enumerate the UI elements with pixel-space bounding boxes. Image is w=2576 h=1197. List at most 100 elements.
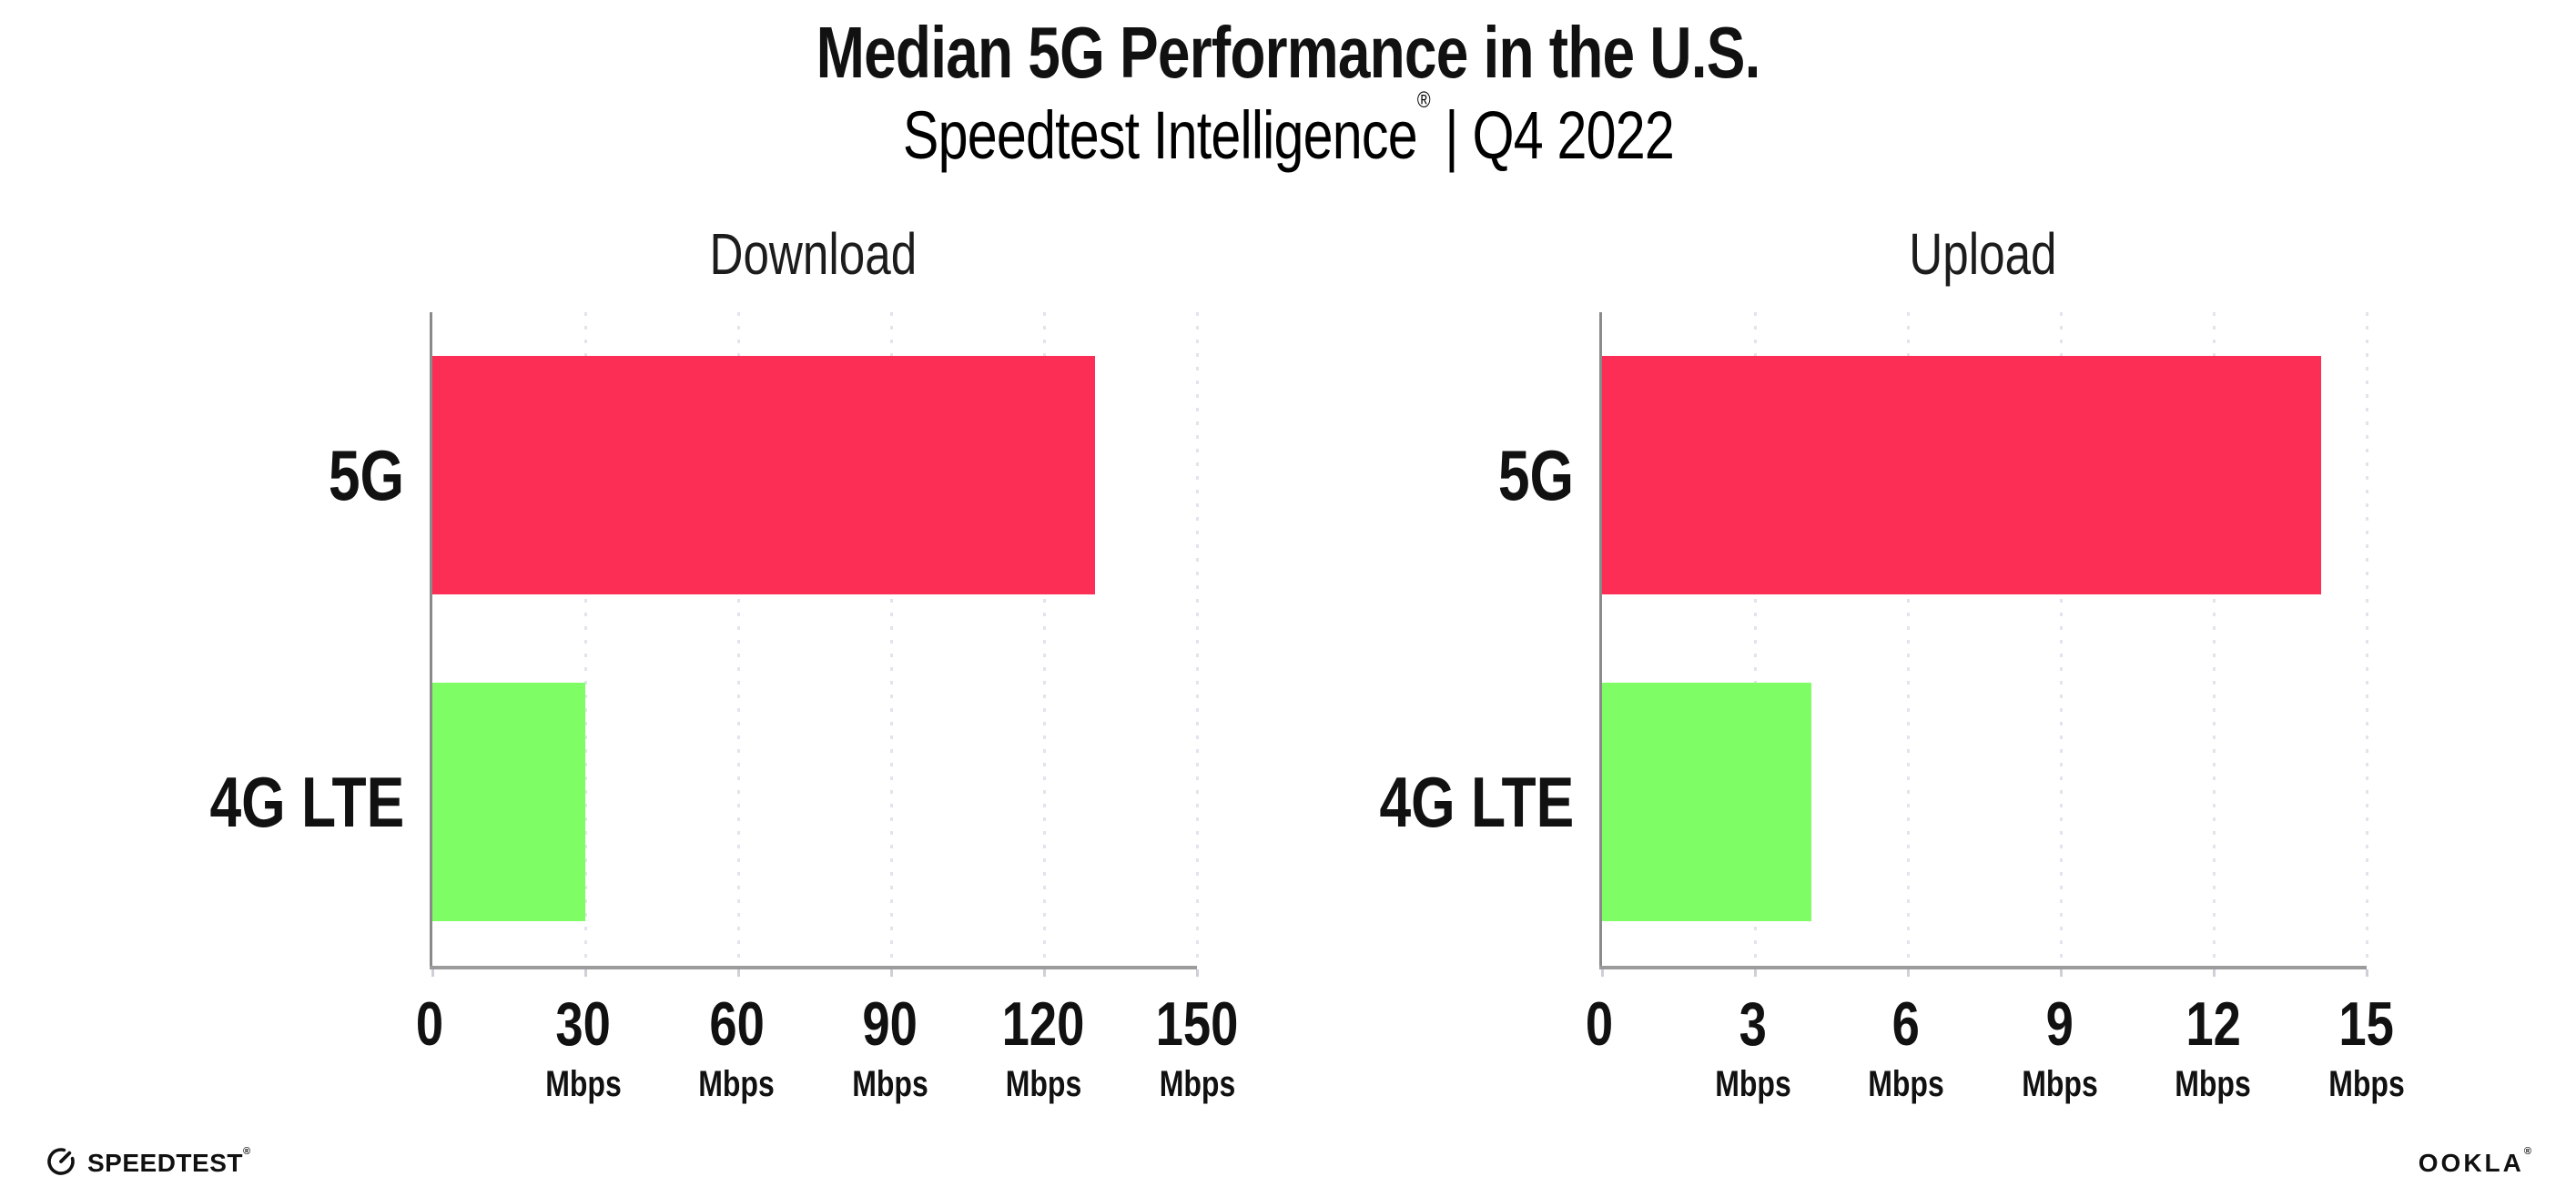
x-tick-unit: Mbps bbox=[2013, 1066, 2107, 1102]
axis-tick bbox=[2212, 969, 2216, 978]
x-tick-value: 120 bbox=[992, 993, 1095, 1055]
x-tick-unit: Mbps bbox=[1145, 1066, 1248, 1102]
x-tick-unit-text: Mbps bbox=[2328, 1064, 2405, 1105]
x-tick-value: 12 bbox=[2165, 993, 2260, 1055]
chart-download: Download 5G 4G LTE 0 30 Mbps 60 Mbps 90 Mbps 120 Mb… bbox=[209, 221, 1239, 1148]
x-tick-unit: Mbps bbox=[992, 1066, 1095, 1102]
page-title: Median 5G Performance in the U.S. bbox=[0, 15, 2576, 91]
category-column: 5G 4G LTE bbox=[209, 312, 430, 966]
header: Median 5G Performance in the U.S. Speedt… bbox=[0, 0, 2576, 173]
x-tick-value: 15 bbox=[2319, 993, 2414, 1055]
x-tick-unit: Mbps bbox=[535, 1066, 630, 1102]
x-axis-labels: 0 30 Mbps 60 Mbps 90 Mbps 120 Mbps 150 Mbps bbox=[416, 993, 1239, 1148]
category-label-5g: 5G bbox=[209, 312, 430, 639]
gridline bbox=[736, 312, 740, 967]
chart-title-text: Download bbox=[709, 221, 918, 288]
bar-4g-lte-upload bbox=[1602, 683, 1811, 922]
axis-tick bbox=[2365, 969, 2368, 978]
x-tick-unit: Mbps bbox=[2165, 1066, 2260, 1102]
x-tick-label: 30 Mbps bbox=[535, 993, 630, 1102]
chart-upload: Upload 5G 4G LTE 0 3 Mbps 6 Mbps 9 Mbps 12 Mbps 15 Mb… bbox=[1379, 225, 2405, 1148]
speedtest-wordmark: SPEEDTEST® bbox=[87, 1146, 251, 1178]
speedtest-gauge-icon bbox=[44, 1143, 78, 1182]
ookla-logo: OOKLA® bbox=[2418, 1146, 2534, 1178]
x-tick-label: 15 Mbps bbox=[2319, 993, 2414, 1102]
axis-tick bbox=[889, 969, 893, 978]
bar-5g-upload bbox=[1602, 356, 2321, 595]
axis-tick bbox=[736, 969, 740, 978]
axis-tick bbox=[583, 969, 587, 978]
gridline bbox=[1042, 312, 1046, 967]
x-tick-unit: Mbps bbox=[2319, 1066, 2414, 1102]
x-axis-labels: 0 3 Mbps 6 Mbps 9 Mbps 12 Mbps 15 Mbps bbox=[1586, 989, 2405, 1148]
axis-tick bbox=[1906, 969, 1910, 978]
speedtest-registered-mark: ® bbox=[242, 1146, 251, 1158]
registered-mark: ® bbox=[1416, 87, 1431, 114]
gridline bbox=[1906, 312, 1910, 967]
x-tick-label: 0 bbox=[412, 993, 447, 1055]
ookla-registered-mark: ® bbox=[2523, 1146, 2534, 1158]
category-label-text: 4G LTE bbox=[209, 762, 404, 843]
category-label-4g-lte: 4G LTE bbox=[209, 639, 430, 966]
x-tick-unit: Mbps bbox=[1859, 1066, 1953, 1102]
x-tick-value-text: 90 bbox=[862, 989, 918, 1060]
x-tick-unit: Mbps bbox=[843, 1066, 938, 1102]
x-tick-label: 12 Mbps bbox=[2165, 993, 2260, 1102]
x-tick-value-text: 60 bbox=[708, 989, 765, 1060]
x-tick-unit-text: Mbps bbox=[1005, 1064, 1082, 1105]
page-subtitle: Speedtest Intelligence® | Q4 2022 bbox=[0, 88, 2576, 173]
x-tick-value-text: 0 bbox=[415, 989, 444, 1060]
bar-4g-lte-download bbox=[432, 683, 585, 922]
gridline bbox=[1753, 312, 1757, 967]
x-tick-unit-text: Mbps bbox=[2022, 1064, 2098, 1105]
axis-tick bbox=[2059, 969, 2063, 978]
axis-tick bbox=[431, 969, 434, 978]
chart-title-text: Upload bbox=[1909, 221, 2057, 288]
category-label-5g: 5G bbox=[1379, 312, 1599, 639]
page-subtitle-text: Speedtest Intelligence® | Q4 2022 bbox=[902, 88, 1675, 173]
plot-area bbox=[1599, 312, 2368, 978]
axis-tick bbox=[1753, 969, 1757, 978]
x-tick-unit-text: Mbps bbox=[2175, 1064, 2252, 1105]
x-tick-label: 0 bbox=[1582, 993, 1617, 1055]
plot-area bbox=[430, 312, 1199, 978]
x-tick-value: 0 bbox=[1582, 993, 1617, 1055]
x-tick-value-text: 9 bbox=[2045, 989, 2074, 1060]
category-label-text: 5G bbox=[1497, 435, 1574, 516]
x-tick-value: 150 bbox=[1145, 993, 1248, 1055]
x-tick-unit-text: Mbps bbox=[698, 1064, 775, 1105]
gridline bbox=[583, 312, 587, 967]
x-tick-value-text: 0 bbox=[1585, 989, 1614, 1060]
x-tick-value-text: 30 bbox=[555, 989, 611, 1060]
x-tick-label: 120 Mbps bbox=[992, 993, 1095, 1102]
category-label-text: 5G bbox=[328, 435, 404, 516]
x-tick-value: 0 bbox=[412, 993, 447, 1055]
x-tick-value: 9 bbox=[2013, 993, 2107, 1055]
x-tick-label: 90 Mbps bbox=[843, 993, 938, 1102]
category-label-text: 4G LTE bbox=[1379, 762, 1574, 843]
x-tick-label: 3 Mbps bbox=[1705, 993, 1800, 1102]
chart-title: Upload bbox=[1599, 225, 2367, 312]
x-tick-label: 9 Mbps bbox=[2013, 993, 2107, 1102]
speedtest-logo: SPEEDTEST® bbox=[44, 1143, 251, 1182]
x-tick-unit-text: Mbps bbox=[1868, 1064, 1944, 1105]
charts-row: Download 5G 4G LTE 0 30 Mbps 60 Mbps 90 Mbps 120 Mb… bbox=[0, 225, 2576, 1148]
x-tick-value-text: 15 bbox=[2338, 989, 2395, 1060]
x-tick-value: 3 bbox=[1705, 993, 1800, 1055]
x-tick-value-text: 120 bbox=[1002, 989, 1085, 1060]
footer: SPEEDTEST® OOKLA® bbox=[44, 1143, 2534, 1182]
subtitle-period: | Q4 2022 bbox=[1430, 97, 1675, 173]
x-tick-label: 60 Mbps bbox=[689, 993, 784, 1102]
x-tick-unit-text: Mbps bbox=[852, 1064, 928, 1105]
axis-tick bbox=[1042, 969, 1046, 978]
x-tick-value: 60 bbox=[689, 993, 784, 1055]
x-tick-label: 150 Mbps bbox=[1145, 993, 1248, 1102]
plot-wrap: 5G 4G LTE bbox=[1379, 312, 2368, 978]
axis-tick bbox=[1195, 969, 1199, 978]
ookla-label: OOKLA bbox=[2418, 1148, 2524, 1177]
gridline bbox=[2212, 312, 2216, 967]
x-tick-value-text: 6 bbox=[1892, 989, 1921, 1060]
x-tick-unit-text: Mbps bbox=[1159, 1064, 1235, 1105]
x-tick-unit: Mbps bbox=[1705, 1066, 1800, 1102]
x-tick-value: 30 bbox=[535, 993, 630, 1055]
